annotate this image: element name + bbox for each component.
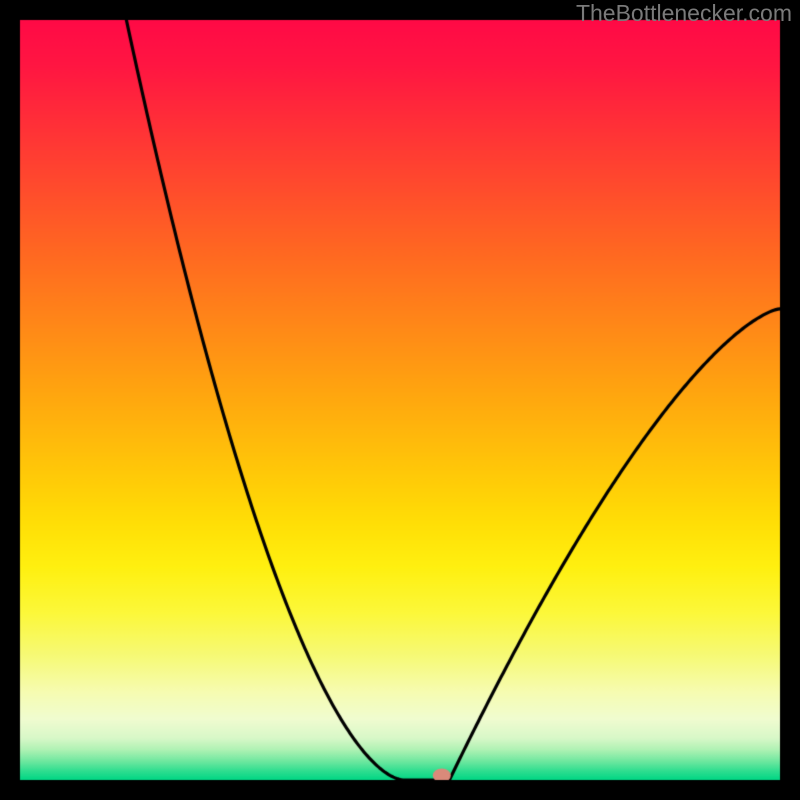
watermark-text: TheBottlenecker.com [576, 0, 792, 27]
bottleneck-chart-canvas [0, 0, 800, 800]
chart-stage: TheBottlenecker.com [0, 0, 800, 800]
